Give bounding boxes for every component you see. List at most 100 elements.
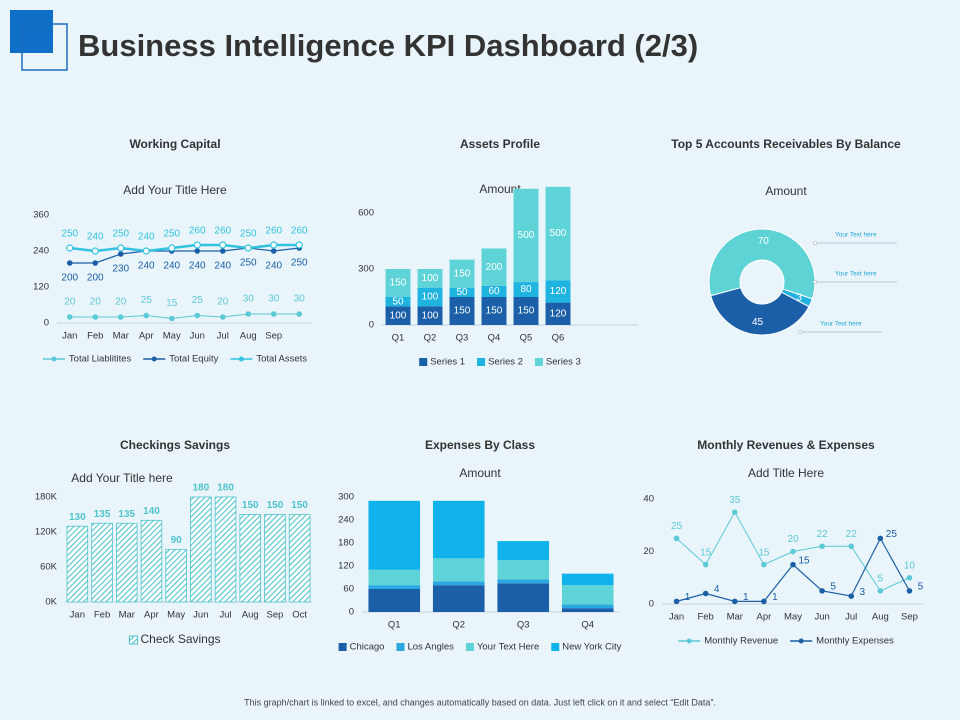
line-point (66, 260, 73, 266)
data-label: 3 (796, 293, 802, 304)
data-label: 260 (291, 226, 308, 237)
bar-segment (561, 604, 614, 609)
legend-swatch (396, 643, 405, 651)
bar-segment (545, 280, 571, 303)
data-label: 240 (138, 261, 155, 272)
data-label: 250 (291, 258, 308, 269)
legend: Check Savings (128, 632, 221, 646)
x-tick-label: Sep (901, 612, 918, 623)
line-point (270, 248, 277, 254)
line-point (877, 535, 884, 542)
bar (91, 522, 113, 603)
y-tick-label: 0 (649, 599, 654, 610)
line-point (168, 244, 176, 252)
bar-segment (561, 608, 614, 612)
data-label: 260 (265, 226, 282, 237)
bar-segment (417, 306, 443, 325)
y-tick-label: 60K (40, 562, 58, 573)
chart-subtitle: Add Title Here (748, 466, 824, 480)
chart-title: Top 5 Accounts Receivables By Balance (671, 137, 901, 151)
data-label: 45 (752, 317, 764, 328)
data-label: 15 (758, 547, 770, 558)
legend-label: New York City (562, 642, 621, 653)
bar (214, 496, 237, 603)
legend-swatch (51, 356, 57, 362)
x-tick-label: Q3 (517, 620, 530, 631)
slice-label: Your Text here (820, 321, 862, 328)
bar (165, 549, 187, 603)
bar-segment (368, 569, 421, 586)
data-label: 150 (454, 306, 471, 317)
leader-dot (812, 279, 818, 285)
bar-segment (561, 585, 614, 605)
y-tick-label: 300 (358, 264, 374, 275)
line-point (848, 543, 855, 550)
chart-title: Working Capital (129, 137, 220, 151)
x-tick-label: Mar (727, 612, 743, 623)
data-label: 200 (61, 273, 78, 284)
bar-segment (481, 248, 507, 286)
x-tick-label: May (784, 612, 802, 623)
legend-label: Series 2 (488, 357, 523, 368)
bar (190, 496, 212, 603)
data-label: 250 (112, 229, 129, 240)
chart-subtitle: Amount (459, 466, 501, 480)
line-point (270, 241, 278, 249)
data-label: 250 (240, 258, 257, 269)
line-point (66, 244, 74, 252)
chart-title: Assets Profile (460, 137, 540, 151)
legend-label: Los Angles (407, 642, 454, 653)
legend-label: Check Savings (140, 632, 220, 646)
data-label: 150 (267, 500, 284, 511)
legend-swatch (477, 358, 486, 366)
legend-swatch (465, 643, 474, 651)
line-point (819, 588, 825, 594)
legend-label: Monthly Revenue (704, 636, 778, 647)
data-label: 20 (90, 297, 102, 308)
data-label: 30 (294, 294, 306, 305)
legend-swatch (534, 358, 543, 366)
bar (115, 522, 138, 603)
data-label: 15 (700, 547, 712, 558)
bar-segment (417, 269, 443, 288)
line-point (270, 311, 277, 317)
bar-segment (497, 560, 550, 580)
doughnut-slice (710, 287, 810, 336)
data-label: 100 (422, 292, 439, 303)
leader-dot (812, 240, 818, 246)
data-label: 240 (87, 232, 104, 243)
x-tick-label: Q4 (488, 333, 501, 344)
legend-swatch (151, 356, 157, 362)
data-label: 70 (758, 236, 770, 247)
bar-segment (432, 500, 485, 559)
bar-segment (432, 558, 485, 582)
data-label: 1 (772, 592, 778, 603)
bar-segment (385, 269, 411, 297)
bar-segment (545, 186, 571, 281)
data-label: 240 (163, 261, 180, 272)
logo-square (10, 10, 53, 53)
data-label: 500 (550, 228, 567, 239)
y-tick-label: 20 (643, 546, 654, 557)
legend-label: Series 1 (430, 357, 465, 368)
line-point (673, 598, 680, 605)
bar-segment (449, 287, 475, 297)
legend-label: Your Text Here (477, 642, 539, 653)
line-point (219, 248, 226, 254)
x-tick-label: Aug (242, 610, 259, 621)
line-point (848, 593, 855, 599)
x-tick-label: Q1 (388, 620, 401, 631)
line-point (790, 561, 796, 568)
line-point (117, 244, 125, 252)
data-label: 150 (291, 500, 308, 511)
data-label: 140 (143, 506, 160, 517)
bar-segment (417, 287, 443, 307)
chart-subtitle: Add Your Title here (71, 471, 173, 485)
x-tick-label: Jan (669, 612, 684, 623)
x-tick-label: Jun (814, 612, 829, 623)
data-label: 150 (454, 268, 471, 279)
data-label: 240 (189, 261, 206, 272)
data-label: 5 (878, 574, 884, 585)
data-label: 250 (61, 229, 78, 240)
bar-segment (545, 302, 571, 325)
